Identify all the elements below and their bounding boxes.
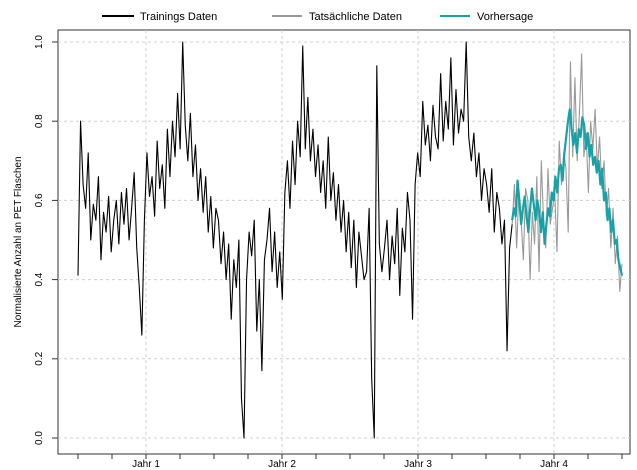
- series-layer: [77, 41, 624, 439]
- legend: Trainings Daten Tatsächliche Daten Vorhe…: [102, 11, 533, 23]
- y-tick-label: 0.4: [34, 272, 45, 286]
- legend-label-forecast: Vorhersage: [477, 11, 533, 23]
- y-tick-label: 0.8: [34, 114, 45, 128]
- x-tick-label: Jahr 4: [540, 459, 568, 470]
- y-axis: 0.0 0.2 0.4 0.6 0.8 1.0: [34, 35, 58, 445]
- y-tick-label: 0.6: [34, 193, 45, 207]
- series-training-line: [77, 41, 513, 439]
- y-tick-label: 1.0: [34, 35, 45, 49]
- y-tick-label: 0.0: [34, 431, 45, 445]
- legend-label-training: Trainings Daten: [140, 11, 217, 23]
- series-forecast-line: [511, 108, 624, 276]
- x-axis: Jahr 1 Jahr 2 Jahr 3 Jahr 4: [77, 454, 623, 470]
- x-tick-label: Jahr 2: [268, 459, 296, 470]
- y-axis-title: Normalisierte Anzahl an PET Flaschen: [13, 156, 24, 327]
- x-tick-label: Jahr 3: [404, 459, 432, 470]
- legend-label-actual: Tatsächliche Daten: [309, 11, 402, 23]
- y-tick-label: 0.2: [34, 351, 45, 365]
- series-actual-line: [511, 53, 623, 293]
- plot-frame: [57, 29, 631, 455]
- grid: [58, 30, 630, 454]
- x-tick-label: Jahr 1: [132, 459, 160, 470]
